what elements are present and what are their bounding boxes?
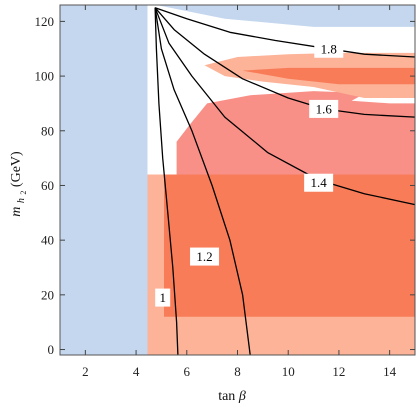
contour-line-1 <box>154 7 179 356</box>
y-tick-label: 80 <box>41 123 54 138</box>
contour-label-1-8: 1.8 <box>321 41 337 56</box>
x-tick-label: 2 <box>82 364 89 379</box>
x-axis-label: tan β <box>218 389 246 404</box>
axis-ticks: 2 4 6 8 10 12 14 0 20 40 60 80 100 120 <box>35 5 415 379</box>
y-tick-label: 20 <box>41 287 54 302</box>
y-axis-label: m h 2 (GeV) <box>9 151 30 217</box>
y-axis-label-sub1: h <box>16 198 27 203</box>
y-tick-label: 100 <box>35 69 55 84</box>
contour-line-1-8 <box>154 7 416 58</box>
region-2-pink <box>176 91 415 175</box>
y-axis-label-unit: (GeV) <box>9 151 24 187</box>
contour-line-1-4 <box>154 7 416 206</box>
y-tick-label: 60 <box>41 178 54 193</box>
contour-label-box-1 <box>155 288 171 307</box>
contour-label-1: 1 <box>159 290 166 305</box>
x-tick-label: 8 <box>234 364 241 379</box>
y-tick-label: 40 <box>41 233 54 248</box>
contour-line-1-6 <box>154 7 416 118</box>
x-tick-label: 6 <box>184 364 191 379</box>
x-axis-label-main: tan <box>218 389 235 404</box>
region-4-dark-orange <box>242 67 415 85</box>
contour-lines <box>154 7 416 356</box>
x-axis-label-greek: β <box>238 389 246 404</box>
region-6-excluded-blue <box>156 5 415 27</box>
y-tick-label: 120 <box>35 14 55 29</box>
x-tick-label: 4 <box>133 364 140 379</box>
x-tick-label: 10 <box>282 364 295 379</box>
x-tick-label: 12 <box>332 364 345 379</box>
y-axis-label-sub2: 2 <box>19 191 28 195</box>
contour-label-1-4: 1.4 <box>311 175 328 190</box>
shaded-regions <box>60 5 415 355</box>
x-tick-label: 14 <box>383 364 397 379</box>
contour-label-box-1-4 <box>304 173 334 192</box>
contour-label-box-1-8 <box>314 39 344 58</box>
contour-label-1-6: 1.6 <box>316 101 333 116</box>
region-5-excluded-blue <box>60 5 148 355</box>
contour-label-1-2: 1.2 <box>196 249 212 264</box>
contour-label-box-1-2 <box>190 247 220 266</box>
contour-label-box-1-6 <box>309 99 339 118</box>
y-tick-label: 0 <box>48 342 55 357</box>
contour-labels: 1 1.2 1.4 1.6 1.8 <box>155 39 344 307</box>
contour-line-1-2 <box>154 7 251 356</box>
region-1-dark-orange <box>164 174 415 317</box>
y-axis-label-main: m <box>9 207 24 217</box>
